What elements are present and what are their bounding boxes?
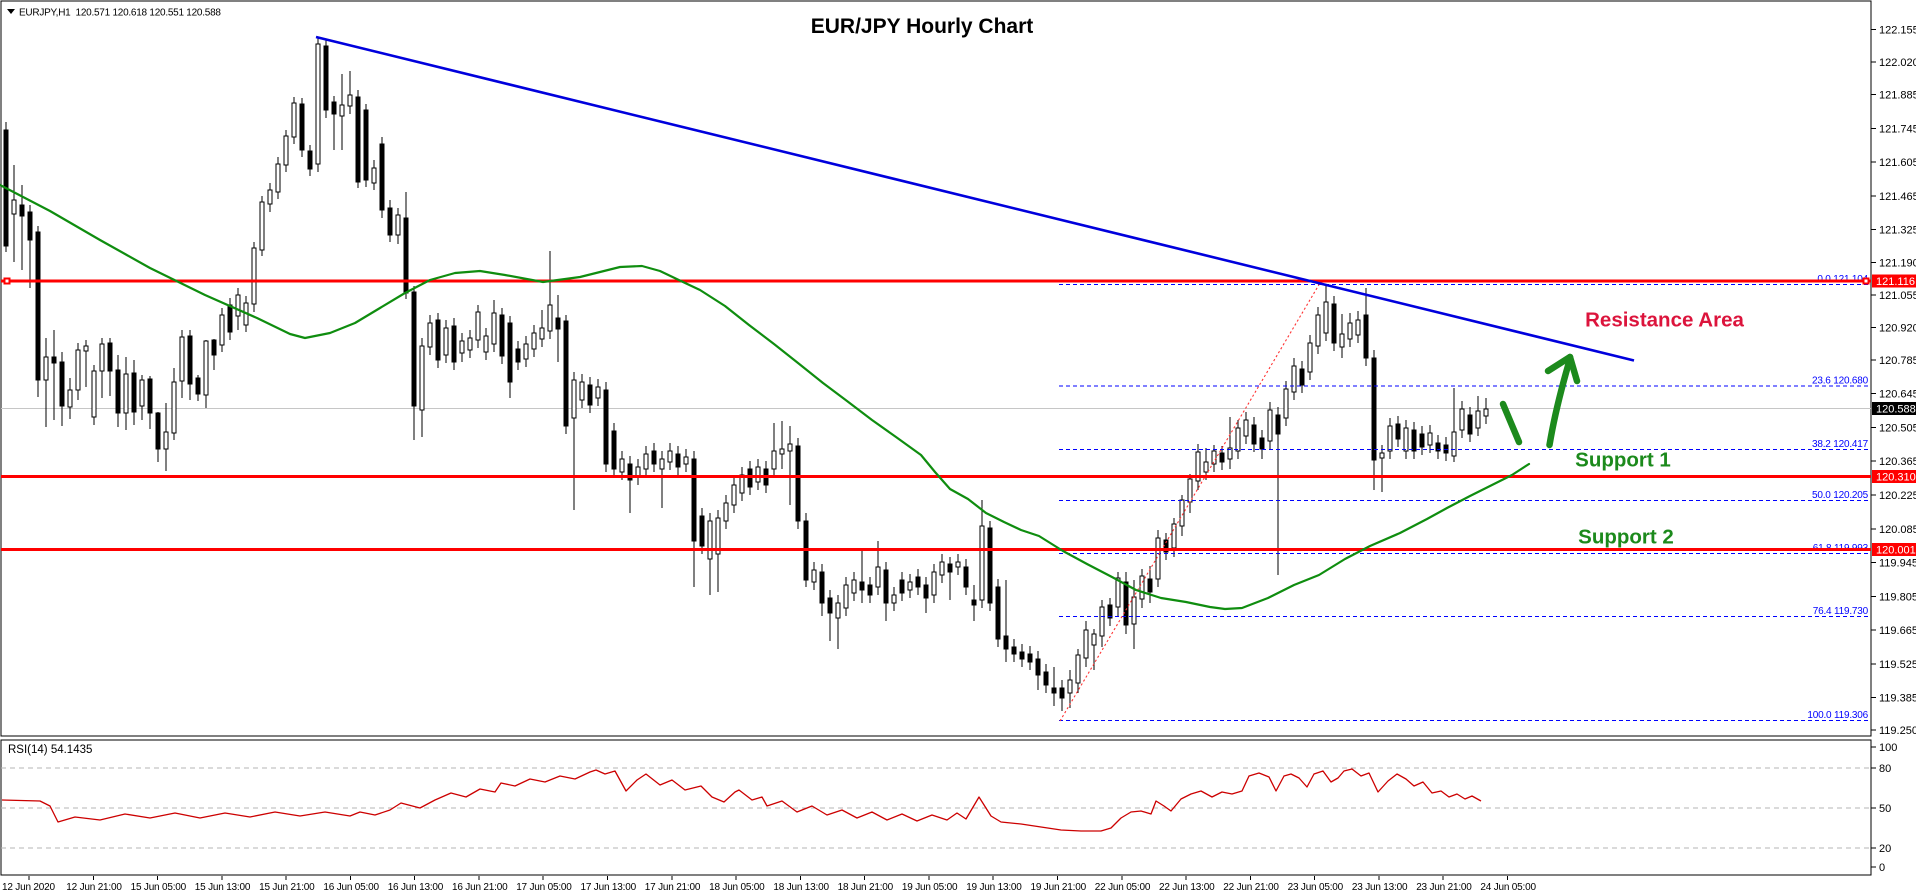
svg-text:23 Jun 13:00: 23 Jun 13:00 [1352, 882, 1408, 893]
svg-text:121.116: 121.116 [1876, 276, 1915, 288]
svg-text:100: 100 [1879, 742, 1897, 754]
svg-text:15 Jun 05:00: 15 Jun 05:00 [131, 882, 187, 893]
svg-text:Resistance Area: Resistance Area [1585, 309, 1744, 332]
svg-text:120.001: 120.001 [1876, 545, 1916, 557]
svg-text:76.4 119.730: 76.4 119.730 [1813, 606, 1869, 617]
svg-text:15 Jun 21:00: 15 Jun 21:00 [259, 882, 315, 893]
svg-text:120.085: 120.085 [1879, 524, 1916, 536]
svg-text:119.945: 119.945 [1879, 558, 1916, 570]
svg-text:119.385: 119.385 [1879, 693, 1916, 705]
svg-text:EURJPY,H1 120.571 120.618 120: EURJPY,H1 120.571 120.618 120.551 120.58… [19, 8, 221, 19]
svg-text:16 Jun 21:00: 16 Jun 21:00 [452, 882, 508, 893]
svg-text:16 Jun 05:00: 16 Jun 05:00 [323, 882, 379, 893]
svg-text:120.310: 120.310 [1876, 472, 1916, 484]
svg-text:17 Jun 05:00: 17 Jun 05:00 [516, 882, 572, 893]
svg-text:23.6 120.680: 23.6 120.680 [1812, 376, 1869, 387]
svg-text:23 Jun 05:00: 23 Jun 05:00 [1288, 882, 1344, 893]
svg-text:119.525: 119.525 [1879, 659, 1916, 671]
svg-text:120.505: 120.505 [1879, 423, 1916, 435]
svg-text:0: 0 [1879, 862, 1885, 874]
svg-text:18 Jun 13:00: 18 Jun 13:00 [773, 882, 829, 893]
svg-text:50.0 120.205: 50.0 120.205 [1812, 490, 1869, 501]
svg-text:17 Jun 13:00: 17 Jun 13:00 [581, 882, 637, 893]
svg-text:119.805: 119.805 [1879, 591, 1916, 603]
svg-text:12 Jun 21:00: 12 Jun 21:00 [66, 882, 122, 893]
svg-text:Support 2: Support 2 [1578, 526, 1674, 549]
svg-text:119.665: 119.665 [1879, 625, 1916, 637]
svg-text:22 Jun 05:00: 22 Jun 05:00 [1095, 882, 1151, 893]
svg-text:18 Jun 05:00: 18 Jun 05:00 [709, 882, 765, 893]
svg-text:121.055: 121.055 [1879, 290, 1916, 302]
svg-text:121.605: 121.605 [1879, 157, 1916, 169]
svg-text:18 Jun 21:00: 18 Jun 21:00 [838, 882, 894, 893]
svg-text:22 Jun 13:00: 22 Jun 13:00 [1159, 882, 1215, 893]
svg-text:22 Jun 21:00: 22 Jun 21:00 [1223, 882, 1279, 893]
svg-text:19 Jun 13:00: 19 Jun 13:00 [966, 882, 1022, 893]
svg-text:121.190: 121.190 [1879, 257, 1916, 269]
svg-text:12 Jun 2020: 12 Jun 2020 [2, 882, 55, 893]
svg-text:15 Jun 13:00: 15 Jun 13:00 [195, 882, 251, 893]
svg-text:80: 80 [1879, 763, 1891, 775]
svg-text:19 Jun 05:00: 19 Jun 05:00 [902, 882, 958, 893]
svg-text:120.785: 120.785 [1879, 355, 1916, 367]
svg-text:24 Jun 05:00: 24 Jun 05:00 [1480, 882, 1536, 893]
svg-text:20: 20 [1879, 843, 1891, 855]
svg-text:17 Jun 21:00: 17 Jun 21:00 [645, 882, 701, 893]
svg-text:120.365: 120.365 [1879, 456, 1916, 468]
svg-text:EUR/JPY Hourly Chart: EUR/JPY Hourly Chart [811, 15, 1034, 38]
svg-text:16 Jun 13:00: 16 Jun 13:00 [388, 882, 444, 893]
svg-text:122.020: 122.020 [1879, 57, 1916, 69]
svg-text:121.745: 121.745 [1879, 123, 1916, 135]
svg-text:Support 1: Support 1 [1575, 449, 1671, 472]
svg-text:121.325: 121.325 [1879, 225, 1916, 237]
svg-text:122.155: 122.155 [1879, 25, 1916, 37]
svg-text:121.465: 121.465 [1879, 191, 1916, 203]
svg-text:121.885: 121.885 [1879, 90, 1916, 102]
svg-text:38.2 120.417: 38.2 120.417 [1812, 439, 1869, 450]
svg-text:100.0 119.306: 100.0 119.306 [1807, 710, 1868, 721]
svg-text:RSI(14) 54.1435: RSI(14) 54.1435 [8, 744, 92, 756]
svg-text:120.920: 120.920 [1879, 322, 1916, 334]
svg-text:50: 50 [1879, 803, 1891, 815]
svg-text:19 Jun 21:00: 19 Jun 21:00 [1031, 882, 1087, 893]
svg-text:120.645: 120.645 [1879, 389, 1916, 401]
svg-text:120.225: 120.225 [1879, 490, 1916, 502]
svg-text:23 Jun 21:00: 23 Jun 21:00 [1416, 882, 1472, 893]
svg-text:120.588: 120.588 [1876, 404, 1916, 416]
svg-text:119.250: 119.250 [1879, 725, 1916, 737]
